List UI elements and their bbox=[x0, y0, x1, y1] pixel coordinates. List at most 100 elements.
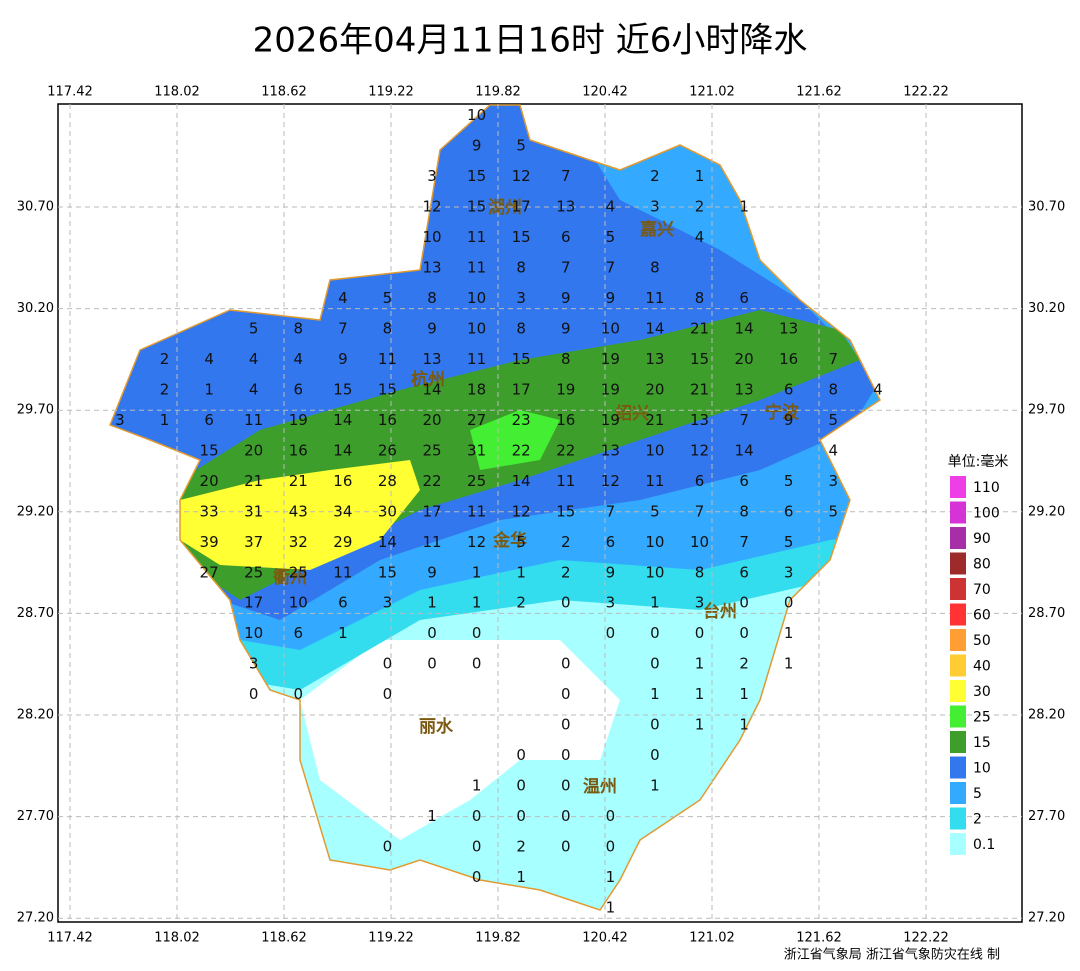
station-value: 11 bbox=[467, 228, 486, 246]
station-value: 1 bbox=[739, 685, 749, 703]
lon-tick-label: 117.42 bbox=[47, 931, 93, 946]
station-value: 1 bbox=[739, 198, 749, 216]
station-value: 10 bbox=[601, 319, 620, 337]
station-value: 8 bbox=[561, 350, 571, 368]
station-value: 0 bbox=[739, 624, 749, 642]
station-value: 25 bbox=[289, 563, 308, 581]
station-value: 12 bbox=[422, 198, 441, 216]
station-value: 27 bbox=[200, 563, 219, 581]
legend-swatch bbox=[950, 578, 966, 600]
station-value: 5 bbox=[516, 533, 526, 551]
lon-tick-label: 118.62 bbox=[261, 931, 307, 946]
station-value: 37 bbox=[244, 533, 263, 551]
station-value: 2 bbox=[160, 380, 170, 398]
station-value: 10 bbox=[467, 289, 486, 307]
station-value: 7 bbox=[606, 502, 616, 520]
station-value: 3 bbox=[115, 411, 125, 429]
station-value: 6 bbox=[739, 289, 749, 307]
station-value: 10 bbox=[244, 624, 263, 642]
lon-tick-label: 120.42 bbox=[582, 931, 628, 946]
station-value: 3 bbox=[249, 655, 259, 673]
station-value: 32 bbox=[289, 533, 308, 551]
station-value: 0 bbox=[784, 594, 794, 612]
station-value: 7 bbox=[739, 533, 749, 551]
station-value: 0 bbox=[561, 716, 571, 734]
legend-swatch bbox=[950, 629, 966, 651]
lat-tick-label: 28.20 bbox=[1028, 708, 1065, 723]
station-value: 5 bbox=[828, 502, 838, 520]
station-value: 15 bbox=[200, 441, 219, 459]
station-value: 6 bbox=[561, 228, 571, 246]
station-value: 0 bbox=[472, 807, 482, 825]
station-value: 13 bbox=[645, 350, 664, 368]
station-value: 7 bbox=[561, 167, 571, 185]
station-value: 7 bbox=[739, 411, 749, 429]
station-value: 0 bbox=[695, 624, 705, 642]
station-value: 15 bbox=[378, 380, 397, 398]
station-value: 1 bbox=[695, 685, 705, 703]
lon-tick-label: 122.22 bbox=[903, 85, 949, 100]
station-value: 17 bbox=[512, 380, 531, 398]
city-label: 湖州 bbox=[488, 198, 522, 218]
station-value: 11 bbox=[645, 289, 664, 307]
station-value: 4 bbox=[293, 350, 303, 368]
station-value: 8 bbox=[427, 289, 437, 307]
lat-tick-label: 30.20 bbox=[1028, 301, 1065, 316]
station-value: 8 bbox=[383, 319, 393, 337]
lon-tick-label: 120.42 bbox=[582, 85, 628, 100]
city-label: 杭州 bbox=[411, 369, 445, 390]
station-value: 17 bbox=[244, 594, 263, 612]
station-value: 31 bbox=[244, 502, 263, 520]
station-value: 12 bbox=[467, 533, 486, 551]
station-value: 9 bbox=[338, 350, 348, 368]
legend-swatch bbox=[950, 833, 966, 855]
city-label: 嘉兴 bbox=[639, 219, 674, 240]
station-value: 26 bbox=[378, 441, 397, 459]
station-value: 9 bbox=[606, 289, 616, 307]
station-value: 1 bbox=[784, 624, 794, 642]
lat-tick-label: 29.20 bbox=[17, 504, 54, 519]
station-value: 13 bbox=[422, 258, 441, 276]
station-value: 29 bbox=[333, 533, 352, 551]
station-value: 8 bbox=[293, 319, 303, 337]
station-value: 3 bbox=[427, 167, 437, 185]
station-value: 11 bbox=[467, 502, 486, 520]
station-value: 5 bbox=[516, 137, 526, 155]
city-label: 金华 bbox=[492, 530, 527, 551]
station-value: 20 bbox=[200, 472, 219, 490]
station-value: 0 bbox=[561, 746, 571, 764]
legend-swatch bbox=[950, 705, 966, 728]
station-value: 13 bbox=[601, 441, 620, 459]
station-value: 16 bbox=[289, 441, 308, 459]
station-value: 25 bbox=[467, 472, 486, 490]
lat-tick-label: 27.20 bbox=[1028, 911, 1065, 926]
station-value: 21 bbox=[690, 380, 709, 398]
station-value: 20 bbox=[422, 411, 441, 429]
station-value: 16 bbox=[378, 411, 397, 429]
station-value: 11 bbox=[333, 563, 352, 581]
station-value: 2 bbox=[561, 533, 571, 551]
city-label: 台州 bbox=[703, 601, 737, 622]
station-value: 5 bbox=[383, 289, 393, 307]
station-value: 5 bbox=[784, 472, 794, 490]
station-value: 21 bbox=[645, 411, 664, 429]
city-label: 宁波 bbox=[765, 402, 800, 423]
lon-tick-label: 119.22 bbox=[368, 85, 414, 100]
station-value: 16 bbox=[556, 411, 575, 429]
station-value: 3 bbox=[828, 472, 838, 490]
station-value: 28 bbox=[378, 472, 397, 490]
legend-label: 10 bbox=[973, 761, 991, 777]
station-value: 14 bbox=[333, 411, 352, 429]
station-value: 1 bbox=[472, 563, 482, 581]
station-value: 0 bbox=[427, 655, 437, 673]
station-value: 16 bbox=[779, 350, 798, 368]
station-value: 1 bbox=[516, 563, 526, 581]
station-value: 22 bbox=[422, 472, 441, 490]
station-value: 19 bbox=[601, 350, 620, 368]
lat-tick-label: 29.20 bbox=[1028, 504, 1065, 519]
station-value: 7 bbox=[606, 258, 616, 276]
station-value: 4 bbox=[695, 228, 705, 246]
lat-tick-label: 28.70 bbox=[1028, 606, 1065, 621]
station-value: 19 bbox=[556, 380, 575, 398]
station-value: 0 bbox=[606, 807, 616, 825]
